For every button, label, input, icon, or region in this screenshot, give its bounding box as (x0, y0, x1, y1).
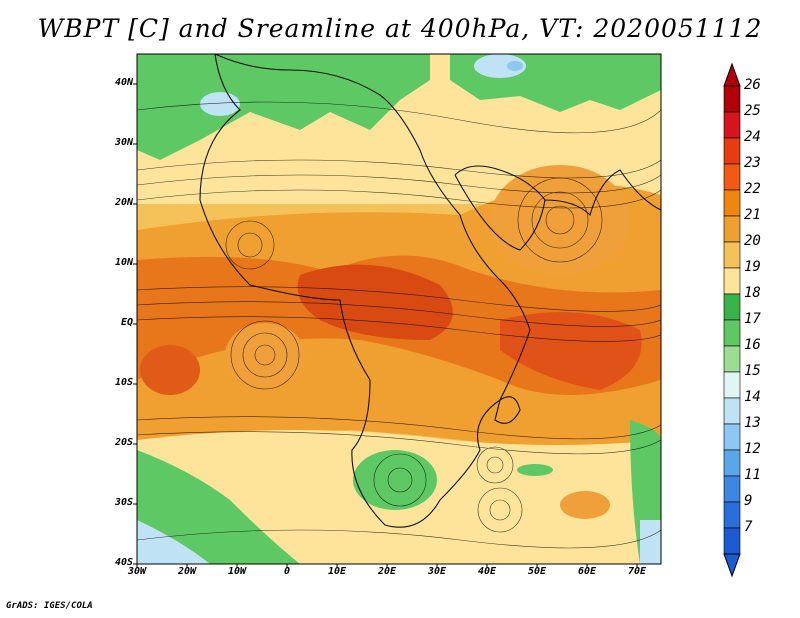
colorbar-swatch (723, 215, 741, 243)
colorbar-swatch (723, 293, 741, 321)
colorbar-label: 22 (744, 181, 761, 197)
colorbar-swatch (723, 319, 741, 347)
colorbar-swatch (723, 163, 741, 191)
colorbar-swatch (723, 111, 741, 139)
colorbar-top-arrow (723, 62, 741, 87)
lon-label: 40E (477, 566, 497, 577)
colorbar-label: 9 (744, 493, 753, 509)
lon-label: 0 (283, 566, 291, 577)
colorbar-swatch (723, 267, 741, 295)
lat-label: 30N (114, 137, 133, 148)
colorbar-label: 12 (744, 441, 761, 457)
colorbar-label: 17 (744, 311, 761, 327)
colorbar-swatch (723, 85, 741, 113)
colorbar-swatch (723, 241, 741, 269)
coastlines (199, 54, 661, 528)
lat-label: 10N (114, 257, 133, 268)
lat-label: 20S (114, 437, 133, 448)
map-title: WBPT [C] and Sreamline at 400hPa, VT: 20… (37, 14, 763, 43)
colorbar-label: 23 (744, 155, 761, 171)
colorbar-swatch (723, 475, 741, 503)
colorbar (723, 62, 741, 578)
colorbar-label: 24 (744, 129, 761, 145)
colorbar-label: 14 (744, 389, 761, 405)
lat-label: 10S (114, 377, 133, 388)
streamlines (137, 101, 661, 549)
lon-label: 10E (327, 566, 347, 577)
lon-label: 20W (177, 566, 197, 577)
wbpt-field (137, 54, 661, 564)
colorbar-label: 7 (744, 519, 753, 535)
colorbar-swatch (723, 189, 741, 217)
lon-label: 10W (227, 566, 247, 577)
colorbar-label: 20 (744, 233, 761, 249)
colorbar-label: 19 (744, 259, 761, 275)
lon-label: 50E (527, 566, 547, 577)
colorbar-label: 16 (744, 337, 761, 353)
lat-label: 40N (114, 77, 133, 88)
colorbar-label: 21 (744, 207, 761, 223)
lat-label: 30S (114, 497, 133, 508)
lon-label: 60E (577, 566, 597, 577)
lon-label: 70E (627, 566, 647, 577)
colorbar-label: 11 (744, 467, 761, 483)
colorbar-label: 13 (744, 415, 761, 431)
colorbar-swatch (723, 527, 741, 555)
colorbar-label: 18 (744, 285, 761, 301)
colorbar-label: 15 (744, 363, 761, 379)
lon-label: 20E (377, 566, 397, 577)
lon-label: 30E (427, 566, 447, 577)
map-frame (136, 53, 662, 565)
colorbar-swatch (723, 345, 741, 373)
lat-label: EQ (120, 317, 133, 328)
lat-label: 40S (114, 557, 133, 568)
colorbar-swatch (723, 137, 741, 165)
lon-label: 30W (127, 566, 147, 577)
colorbar-label: 25 (744, 103, 761, 119)
colorbar-swatch (723, 397, 741, 425)
colorbar-swatch (723, 371, 741, 399)
colorbar-label: 26 (744, 77, 761, 93)
colorbar-swatch (723, 449, 741, 477)
colorbar-swatch (723, 501, 741, 529)
colorbar-swatch (723, 423, 741, 451)
lat-label: 20N (114, 197, 133, 208)
colorbar-bottom-arrow (723, 553, 741, 578)
credit-text: GrADS: IGES/COLA (6, 601, 93, 611)
